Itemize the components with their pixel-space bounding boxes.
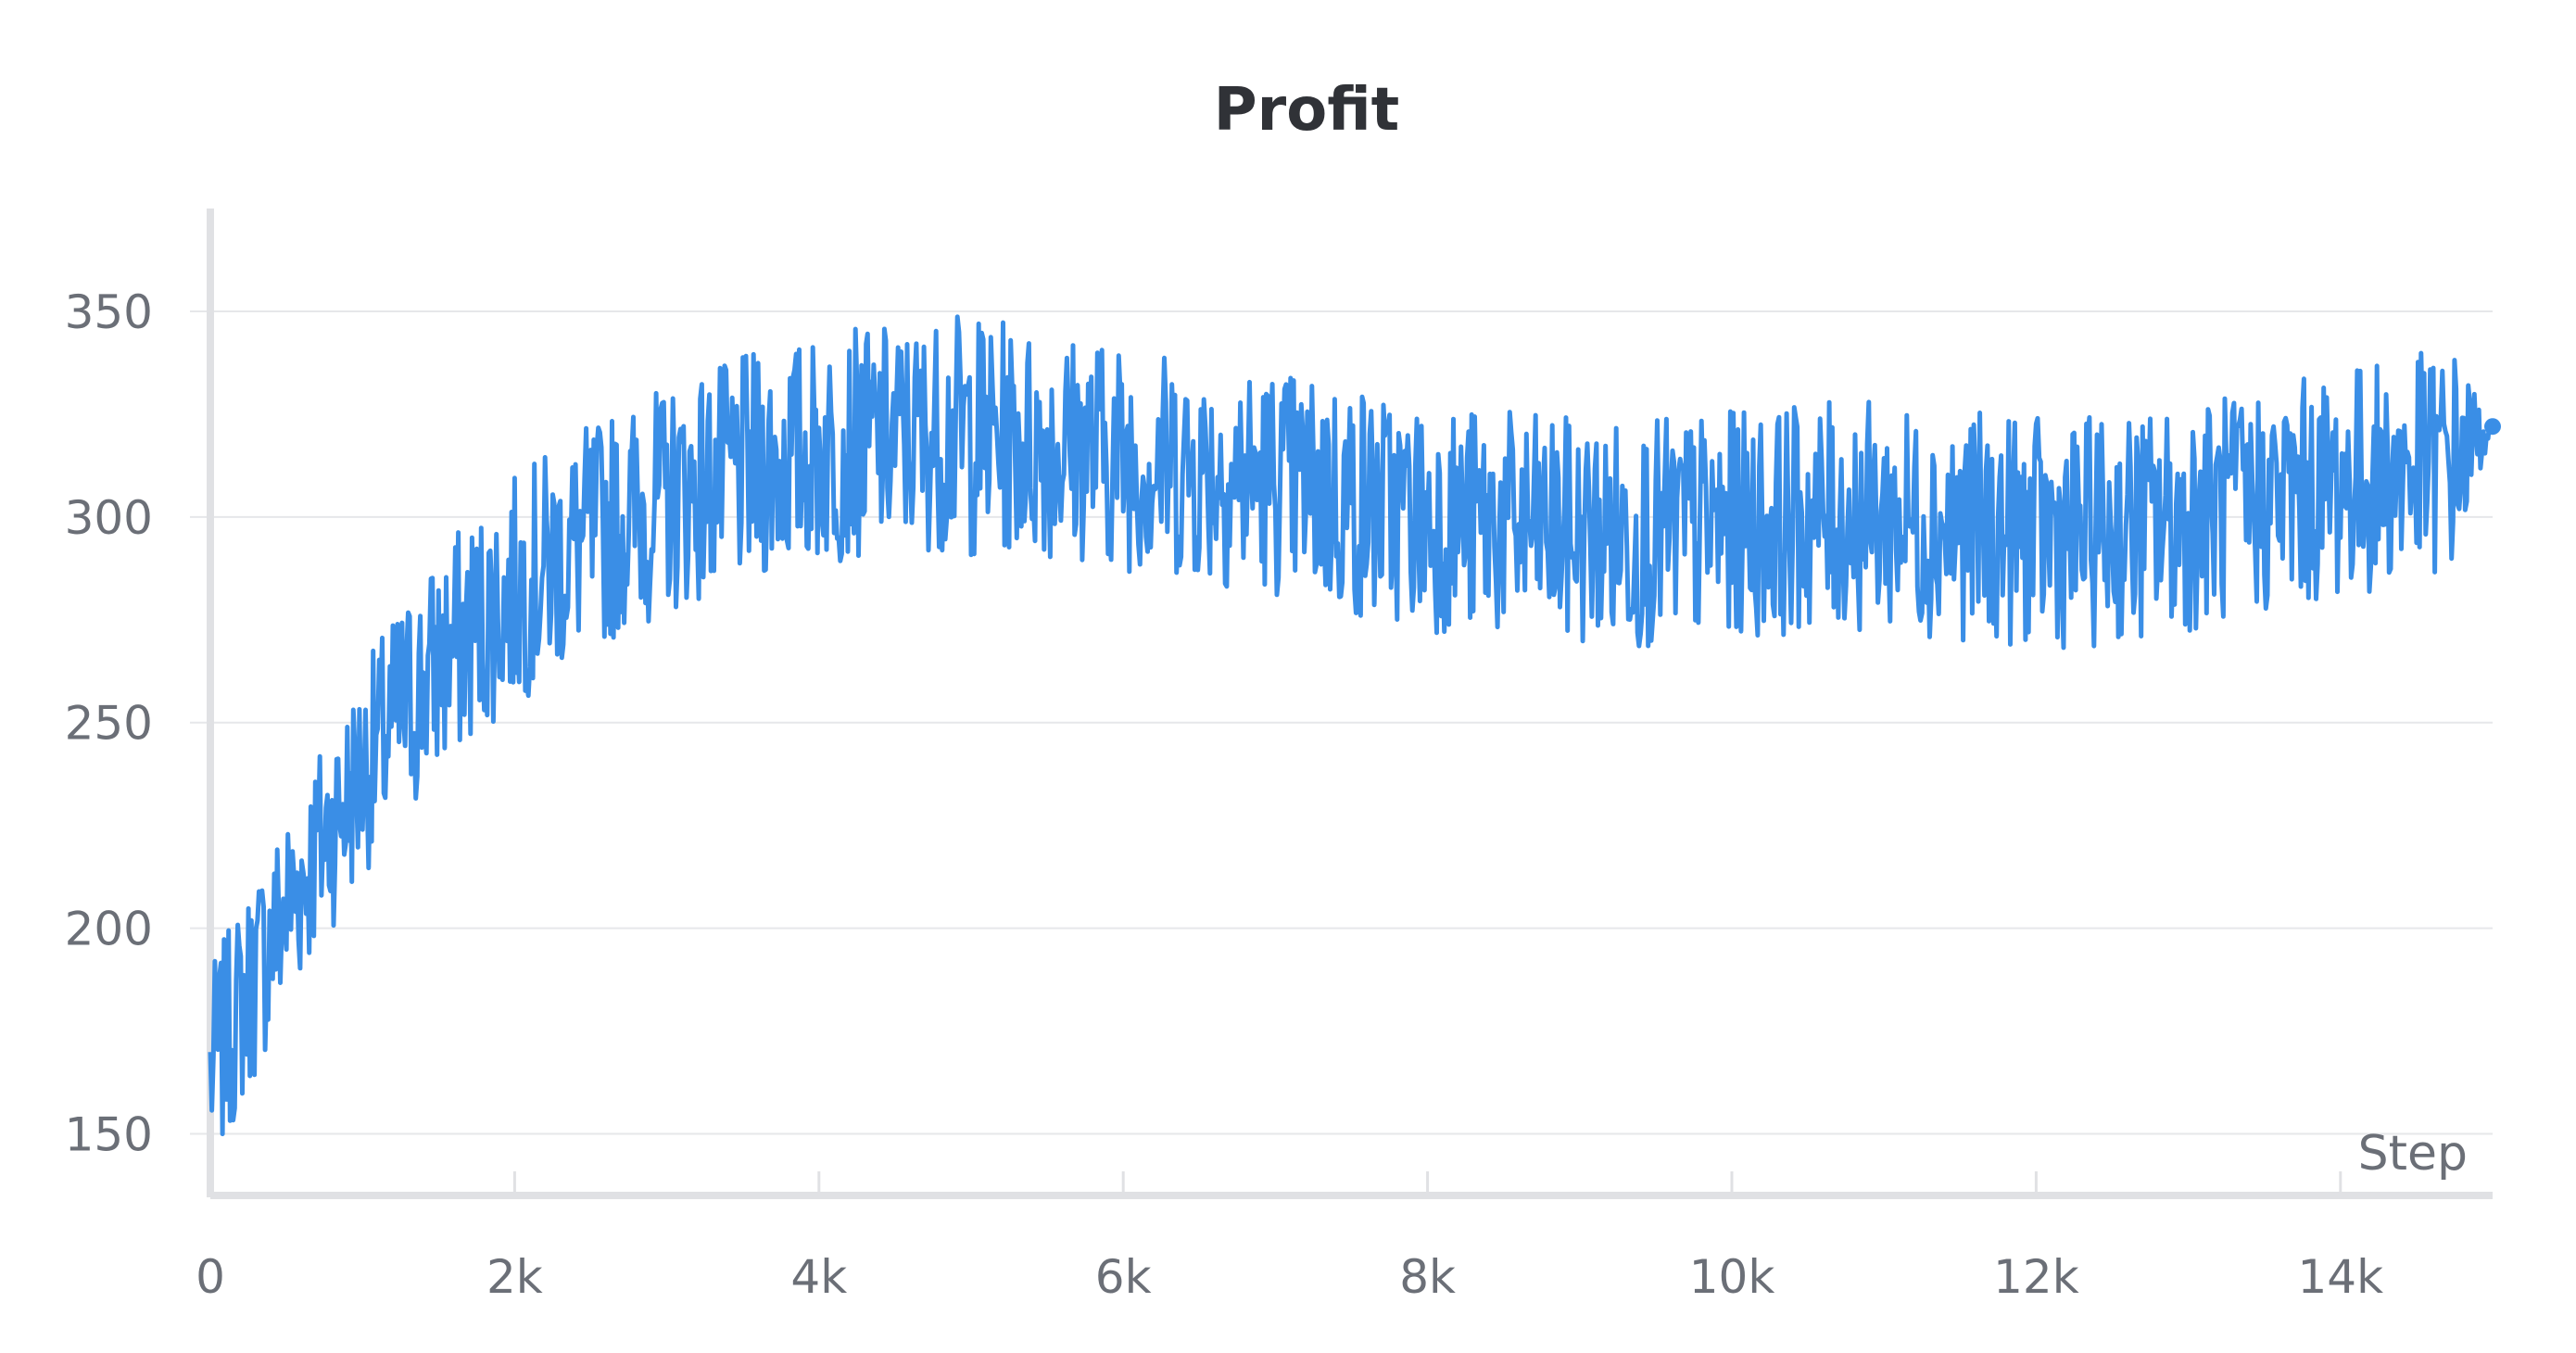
x-tick-label: 12k: [1993, 1250, 2079, 1304]
grid-lines: [190, 310, 2493, 1135]
x-tick-label: 0: [196, 1250, 225, 1304]
x-axis-title: Step: [2358, 1126, 2468, 1182]
x-tick-label: 10k: [1689, 1250, 1775, 1304]
y-tick-label: 150: [65, 1107, 153, 1161]
series-line: [208, 314, 2494, 1137]
series-layer: [208, 314, 2501, 1137]
x-tick-label: 2k: [486, 1250, 543, 1304]
chart-title: Profit: [1214, 76, 1399, 145]
y-tick-label: 200: [65, 903, 153, 956]
y-axis-ticks: 150 200 250 300 350: [65, 285, 153, 1162]
x-tick-label: 4k: [790, 1250, 847, 1304]
x-tick-label: 6k: [1095, 1250, 1152, 1304]
x-axis-ticks: 0 2k 4k 6k 8k 10k 12k 14k: [196, 1171, 2383, 1304]
x-tick-label: 14k: [2298, 1250, 2384, 1304]
x-tick-label: 8k: [1399, 1250, 1456, 1304]
series-end-point: [2484, 418, 2501, 436]
y-tick-label: 250: [65, 697, 153, 751]
y-tick-label: 300: [65, 491, 153, 545]
y-tick-label: 350: [65, 285, 153, 339]
